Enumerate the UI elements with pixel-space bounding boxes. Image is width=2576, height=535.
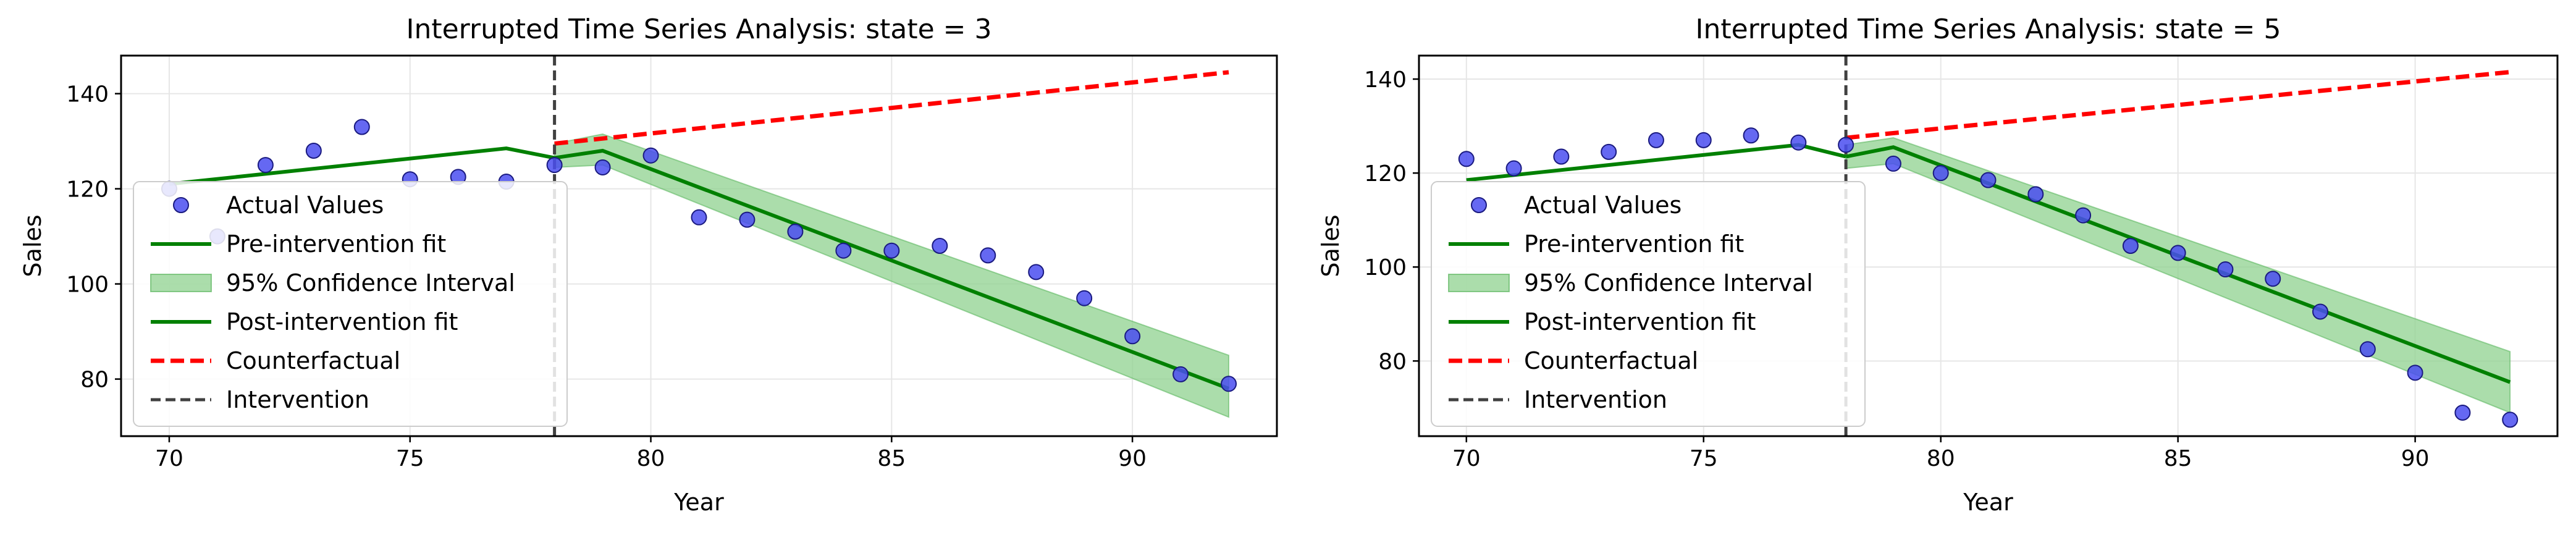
pre-intervention-fit-line (169, 146, 555, 186)
actual-value-point (1838, 137, 1854, 153)
legend-label: Actual Values (1524, 192, 1682, 219)
actual-value-point (2359, 341, 2376, 358)
y-axis-label: Sales (19, 214, 46, 277)
chart-title: Interrupted Time Series Analysis: state … (1696, 14, 2281, 45)
actual-value-point (257, 157, 274, 174)
x-tick-label: 80 (1927, 446, 1955, 471)
x-tick-label: 85 (877, 446, 906, 471)
post-intervention-fit-line (1845, 145, 2511, 384)
legend-swatch-actual (1471, 197, 1487, 213)
actual-value-point (787, 223, 804, 240)
y-tick-label: 140 (66, 82, 109, 107)
y-tick-label: 140 (1364, 67, 1407, 93)
actual-value-point (980, 247, 996, 264)
chart-panel-2: 70 75 80 85 90 80 100 120 140 Interrupted Time Se… (1317, 14, 2559, 516)
actual-value-point (1980, 172, 1997, 188)
actual-value-point (1601, 143, 1617, 160)
legend-label: Pre-intervention fit (1524, 230, 1744, 258)
x-axis-label: Year (673, 489, 724, 516)
actual-value-point (594, 159, 611, 175)
legend-box (133, 181, 568, 427)
x-tick-label: 80 (637, 446, 665, 471)
actual-value-point (1505, 160, 1522, 177)
post-intervention-fit-line (554, 148, 1230, 390)
legend-swatch-actual (173, 197, 189, 213)
legend-label: Post-intervention fit (226, 308, 458, 335)
actual-value-point (1790, 134, 1807, 151)
actual-value-point (2454, 404, 2471, 421)
x-tick-label: 85 (2164, 446, 2192, 471)
axes-frame (1418, 54, 2559, 437)
y-tick-label: 100 (1364, 255, 1407, 280)
actual-value-point (1648, 132, 1664, 148)
legend-swatch-ci (150, 274, 212, 292)
x-tick-label: 90 (2401, 446, 2430, 471)
legend: Actual Values Pre-intervention fit 95% Con… (1431, 181, 1866, 427)
y-tick-label: 80 (80, 368, 109, 393)
y-tick-label: 120 (1364, 161, 1407, 187)
actual-value-point (2407, 364, 2423, 381)
axes-frame (120, 54, 1278, 437)
actual-value-point (1028, 264, 1045, 280)
actual-value-point (2170, 245, 2186, 261)
legend-label: Counterfactual (1524, 347, 1698, 374)
actual-value-point (2265, 271, 2281, 287)
legend-box (1431, 181, 1866, 427)
legend-label: 95% Confidence Interval (1524, 269, 1813, 297)
actual-value-point (1932, 165, 1949, 182)
legend-label: Intervention (226, 386, 369, 413)
x-tick-label: 75 (396, 446, 424, 471)
legend-label: Actual Values (226, 192, 384, 219)
actual-value-point (642, 147, 659, 164)
legend-label: Counterfactual (226, 347, 400, 374)
actual-value-point (835, 242, 852, 259)
actual-value-point (739, 211, 756, 228)
actual-value-point (2122, 238, 2139, 254)
y-tick-label: 80 (1378, 349, 1407, 374)
x-tick-label: 70 (155, 446, 183, 471)
actual-value-point (2502, 411, 2519, 428)
actual-value-point (353, 119, 370, 135)
actual-value-point (2075, 207, 2092, 224)
legend-label: Post-intervention fit (1524, 308, 1756, 335)
actual-value-point (1553, 148, 1570, 165)
chart-title: Interrupted Time Series Analysis: state … (406, 14, 992, 45)
plot-area (161, 56, 1237, 436)
y-tick-label: 120 (66, 177, 109, 203)
counterfactual-line (1845, 70, 2511, 140)
legend-label: 95% Confidence Interval (226, 269, 515, 297)
actual-value-point (1124, 328, 1141, 345)
actual-value-point (2217, 261, 2234, 278)
actual-value-point (2027, 186, 2044, 203)
actual-value-point (932, 238, 948, 254)
legend-label: Intervention (1524, 386, 1667, 413)
x-tick-label: 70 (1452, 446, 1481, 471)
actual-value-point (1743, 127, 1759, 144)
x-tick-label: 90 (1118, 446, 1147, 471)
pre-intervention-fit-line (1466, 143, 1846, 182)
legend: Actual Values Pre-intervention fit 95% Con… (133, 181, 568, 427)
y-axis-label: Sales (1317, 214, 1344, 277)
x-axis-label: Year (1963, 489, 2013, 516)
plot-area (1458, 56, 2519, 436)
y-tick-label: 100 (66, 272, 109, 298)
actual-value-point (2312, 303, 2329, 320)
x-tick-label: 75 (1690, 446, 1718, 471)
actual-value-point (305, 143, 322, 159)
legend-swatch-ci (1448, 274, 1510, 292)
actual-value-point (1076, 290, 1093, 306)
actual-value-point (1172, 366, 1189, 382)
actual-value-point (691, 209, 707, 225)
counterfactual-line (554, 70, 1229, 146)
actual-value-point (1458, 151, 1475, 167)
actual-value-point (1221, 376, 1237, 392)
chart-panel-1: 70 75 80 85 90 80 100 120 140 Interrupted Time Se… (19, 14, 1278, 516)
legend-label: Pre-intervention fit (226, 230, 446, 258)
actual-value-point (883, 242, 900, 259)
actual-value-point (546, 157, 563, 174)
actual-value-point (1695, 132, 1712, 148)
actual-value-point (1885, 155, 1901, 172)
